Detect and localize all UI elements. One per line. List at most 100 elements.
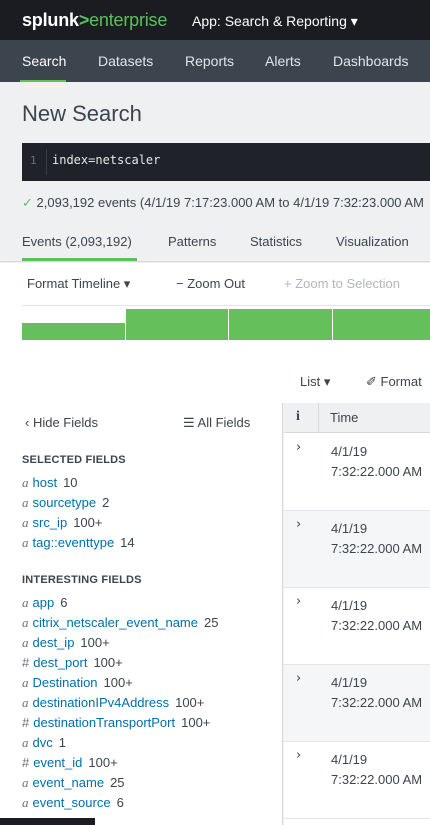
field-name[interactable]: citrix_netscaler_event_name bbox=[32, 615, 198, 630]
field-item[interactable]: a destinationIPv4Address 100+ bbox=[22, 695, 204, 711]
event-time[interactable]: 4/1/19 7:32:22.000 AM bbox=[331, 750, 422, 790]
results-toolbar: List ▾ ✐ Format bbox=[0, 363, 430, 403]
field-name[interactable]: event_name bbox=[32, 775, 105, 790]
timeline-rule bbox=[22, 305, 430, 306]
event-time[interactable]: 4/1/19 7:32:22.000 AM bbox=[331, 442, 422, 482]
app-nav-bar: Search Datasets Reports Alerts Dashboard… bbox=[0, 40, 430, 82]
search-query[interactable]: index=netscaler bbox=[52, 153, 161, 167]
field-item[interactable]: # dest_port 100+ bbox=[22, 655, 123, 670]
app-menu[interactable]: App: Search & Reporting ▾ bbox=[192, 13, 358, 29]
event-time[interactable]: 4/1/19 7:32:22.000 AM bbox=[331, 673, 422, 713]
field-item[interactable]: a host 10 bbox=[22, 475, 78, 491]
field-item[interactable]: a event_name 25 bbox=[22, 775, 125, 791]
field-item[interactable]: a src_ip 100+ bbox=[22, 515, 102, 531]
field-name[interactable]: event_source bbox=[32, 795, 111, 810]
field-item[interactable]: a app 6 bbox=[22, 595, 67, 611]
field-count: 1 bbox=[58, 735, 66, 750]
tab-visualization[interactable]: Visualization bbox=[336, 234, 409, 249]
zoom-out-button[interactable]: − Zoom Out bbox=[176, 276, 245, 291]
interesting-fields-heading: INTERESTING FIELDS bbox=[22, 574, 142, 586]
field-item[interactable]: a Destination 100+ bbox=[22, 675, 133, 691]
search-status: ✓ 2,093,192 events (4/1/19 7:17:23.000 A… bbox=[22, 195, 424, 211]
tab-patterns[interactable]: Patterns bbox=[168, 234, 217, 249]
hide-fields-button[interactable]: ‹ Hide Fields bbox=[25, 415, 98, 430]
all-fields-button[interactable]: ☰ All Fields bbox=[183, 415, 251, 430]
field-name[interactable]: dest_port bbox=[33, 655, 88, 670]
column-separator bbox=[318, 403, 319, 433]
field-name[interactable]: src_ip bbox=[32, 515, 68, 530]
field-name[interactable]: event_id bbox=[33, 755, 83, 770]
event-date: 4/1/19 bbox=[331, 752, 368, 767]
main-content: New Search 1 index=netscaler ✓ 2,093,192… bbox=[0, 82, 430, 825]
field-item[interactable]: a event_source 6 bbox=[22, 795, 124, 811]
field-name[interactable]: host bbox=[32, 475, 58, 490]
field-item[interactable]: a citrix_netscaler_event_name 25 bbox=[22, 615, 218, 631]
zoom-to-selection-button[interactable]: + Zoom to Selection bbox=[284, 276, 400, 291]
tab-active-indicator bbox=[22, 258, 137, 261]
event-time[interactable]: 4/1/19 7:32:22.000 AM bbox=[331, 519, 422, 559]
field-name[interactable]: destinationTransportPort bbox=[33, 715, 176, 730]
expand-chevron-icon[interactable]: › bbox=[296, 748, 302, 763]
field-name[interactable]: tag::eventtype bbox=[32, 535, 115, 550]
format-button[interactable]: ✐ Format bbox=[366, 374, 422, 389]
expand-chevron-icon[interactable]: › bbox=[296, 594, 302, 609]
check-icon: ✓ bbox=[22, 195, 33, 210]
field-name[interactable]: destinationIPv4Address bbox=[32, 695, 170, 710]
field-item[interactable]: a tag::eventtype 14 bbox=[22, 535, 135, 551]
nav-dashboards[interactable]: Dashboards bbox=[333, 53, 409, 69]
event-row[interactable]: › 4/1/19 7:32:22.000 AM bbox=[284, 742, 430, 819]
event-date: 4/1/19 bbox=[331, 675, 368, 690]
brand-chevron: > bbox=[78, 10, 90, 30]
timeline-histogram[interactable] bbox=[22, 309, 430, 340]
timeline-bar[interactable] bbox=[22, 322, 125, 340]
field-name[interactable]: dest_ip bbox=[32, 635, 75, 650]
page-title: New Search bbox=[22, 101, 142, 126]
event-row[interactable]: › 4/1/19 7:32:22.000 AM bbox=[284, 665, 430, 742]
field-name[interactable]: app bbox=[32, 595, 55, 610]
field-name[interactable]: dvc bbox=[32, 735, 53, 750]
field-count: 100+ bbox=[93, 655, 123, 670]
brand-splunk: splunk bbox=[22, 10, 79, 30]
event-row[interactable]: › 4/1/19 7:32:22.000 AM bbox=[284, 588, 430, 665]
nav-search[interactable]: Search bbox=[22, 53, 67, 69]
event-time[interactable]: 4/1/19 7:32:22.000 AM bbox=[331, 596, 422, 636]
field-item[interactable]: a sourcetype 2 bbox=[22, 495, 109, 511]
timeline-bar[interactable] bbox=[333, 309, 430, 340]
time-column-header[interactable]: Time bbox=[330, 410, 359, 425]
nav-alerts[interactable]: Alerts bbox=[265, 53, 301, 69]
expand-chevron-icon[interactable]: › bbox=[296, 517, 302, 532]
field-item[interactable]: # event_id 100+ bbox=[22, 755, 118, 770]
nav-datasets[interactable]: Datasets bbox=[98, 53, 154, 69]
line-number: 1 bbox=[30, 154, 37, 167]
timeline-bar[interactable] bbox=[126, 309, 228, 340]
top-bar: splunk>enterprise App: Search & Reportin… bbox=[0, 0, 430, 40]
field-name[interactable]: sourcetype bbox=[32, 495, 97, 510]
field-item[interactable]: a dest_ip 100+ bbox=[22, 635, 110, 651]
field-count: 100+ bbox=[175, 695, 205, 710]
field-item[interactable]: a dvc 1 bbox=[22, 735, 66, 751]
format-timeline-button[interactable]: Format Timeline ▾ bbox=[27, 276, 131, 291]
fields-sidebar: ‹ Hide Fields ☰ All Fields SELECTED FIEL… bbox=[0, 403, 283, 825]
numeric-type-icon: # bbox=[22, 655, 30, 670]
field-count: 100+ bbox=[88, 755, 118, 770]
field-name[interactable]: Destination bbox=[32, 675, 98, 690]
expand-chevron-icon[interactable]: › bbox=[296, 440, 302, 455]
tab-statistics[interactable]: Statistics bbox=[250, 234, 303, 249]
search-input[interactable]: 1 index=netscaler bbox=[22, 143, 430, 181]
string-type-icon: a bbox=[22, 735, 29, 750]
tab-events[interactable]: Events (2,093,192) bbox=[22, 234, 132, 249]
expand-chevron-icon[interactable]: › bbox=[296, 671, 302, 686]
list-view-dropdown[interactable]: List ▾ bbox=[300, 374, 331, 389]
event-row[interactable]: › 4/1/19 7:32:22.000 AM bbox=[284, 511, 430, 588]
splunk-logo[interactable]: splunk>enterprise bbox=[22, 10, 167, 31]
event-clock-time: 7:32:22.000 AM bbox=[331, 464, 423, 479]
field-count: 10 bbox=[63, 475, 78, 490]
nav-reports[interactable]: Reports bbox=[185, 53, 235, 69]
event-clock-time: 7:32:22.000 AM bbox=[331, 541, 423, 556]
string-type-icon: a bbox=[22, 595, 29, 610]
timeline-bar[interactable] bbox=[229, 309, 332, 340]
event-row[interactable]: › 4/1/19 7:32:22.000 AM bbox=[284, 434, 430, 511]
info-column-header: i bbox=[296, 409, 300, 424]
field-item[interactable]: # destinationTransportPort 100+ bbox=[22, 715, 210, 730]
field-count: 100+ bbox=[73, 515, 103, 530]
